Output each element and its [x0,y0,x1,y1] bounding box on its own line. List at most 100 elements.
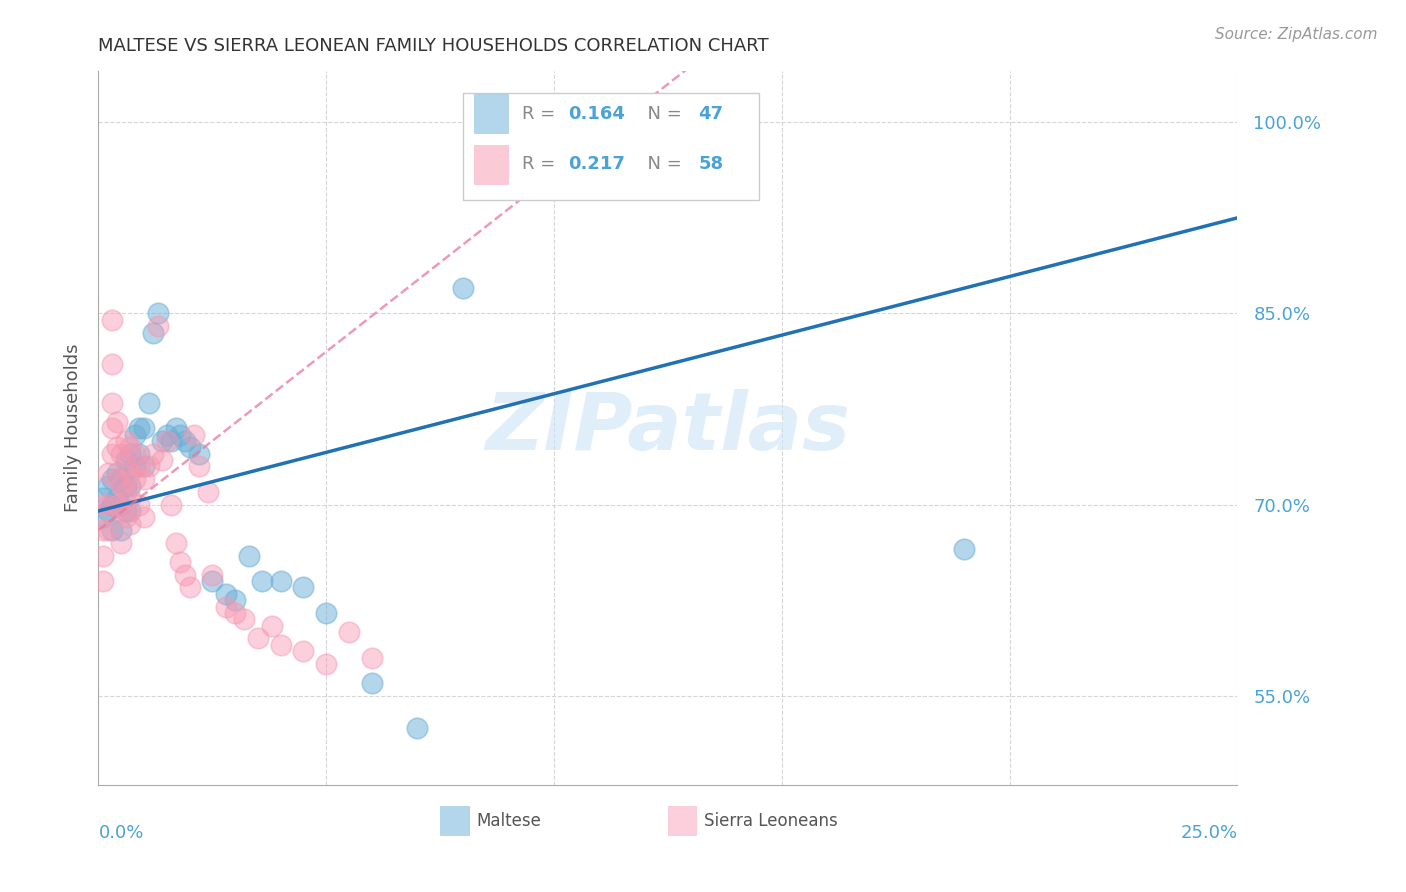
Point [124,459,146,474]
Point [96,466,118,480]
Point [110,504,132,518]
Point [252,574,274,588]
Point [105,472,128,486]
Point [124,472,146,486]
Point [91,498,114,512]
Text: N =: N = [636,105,688,123]
Point [110,536,132,550]
Text: N =: N = [636,155,688,173]
Text: Source: ZipAtlas.com: Source: ZipAtlas.com [1215,27,1378,42]
Point [146,319,169,334]
Text: ZIPatlas: ZIPatlas [485,389,851,467]
Point [138,395,160,409]
Y-axis label: Family Households: Family Households [63,344,82,512]
Point [132,459,155,474]
Point [114,504,136,518]
Point [91,510,114,524]
Point [120,516,142,531]
Point [132,510,155,524]
Point [128,421,150,435]
Point [165,421,187,435]
Point [114,478,136,492]
Point [315,606,337,620]
Point [101,472,124,486]
Point [233,612,256,626]
Point [270,638,292,652]
Text: MALTESE VS SIERRA LEONEAN FAMILY HOUSEHOLDS CORRELATION CHART: MALTESE VS SIERRA LEONEAN FAMILY HOUSEHO… [98,37,769,54]
Point [183,427,205,442]
Point [105,491,128,506]
Text: 47: 47 [699,105,724,123]
Point [96,498,118,512]
Point [120,504,142,518]
Point [337,625,360,640]
Point [174,434,197,448]
Point [101,395,124,409]
Point [246,632,269,646]
Point [224,606,246,620]
FancyBboxPatch shape [668,806,696,835]
Point [105,415,128,429]
Point [187,447,209,461]
Point [120,440,142,454]
Point [238,549,260,563]
Point [179,440,201,454]
Point [197,484,219,499]
Text: 0.0%: 0.0% [98,824,143,842]
Point [96,523,118,537]
Point [96,478,118,492]
Point [406,721,429,735]
Point [315,657,337,671]
Point [169,555,191,569]
Point [124,447,146,461]
Point [110,498,132,512]
Point [160,498,183,512]
Point [156,427,179,442]
Text: 58: 58 [699,155,724,173]
Point [953,542,976,557]
Point [128,447,150,461]
Point [360,676,382,690]
Point [101,358,124,372]
Point [110,472,132,486]
Text: 0.217: 0.217 [568,155,624,173]
Point [360,650,382,665]
Point [110,478,132,492]
Point [91,574,114,588]
Point [101,447,124,461]
FancyBboxPatch shape [474,145,509,184]
Point [201,567,224,582]
Point [105,466,128,480]
Point [110,447,132,461]
Point [91,549,114,563]
Point [114,434,136,448]
Point [138,459,160,474]
Point [101,498,124,512]
Point [101,313,124,327]
Point [132,421,155,435]
Point [292,644,315,658]
Text: 25.0%: 25.0% [1180,824,1237,842]
Point [101,421,124,435]
Point [224,593,246,607]
Point [150,434,173,448]
Text: R =: R = [522,155,561,173]
Text: 0.164: 0.164 [568,105,624,123]
Point [260,618,283,632]
Text: Sierra Leoneans: Sierra Leoneans [704,812,838,830]
FancyBboxPatch shape [440,806,468,835]
Point [169,427,191,442]
Point [124,427,146,442]
Point [114,510,136,524]
Point [292,581,315,595]
Point [160,434,183,448]
FancyBboxPatch shape [463,93,759,200]
Point [120,466,142,480]
Point [451,281,474,295]
Point [142,447,165,461]
Point [101,523,124,537]
Point [114,453,136,467]
Text: R =: R = [522,105,561,123]
Point [114,484,136,499]
Point [120,478,142,492]
